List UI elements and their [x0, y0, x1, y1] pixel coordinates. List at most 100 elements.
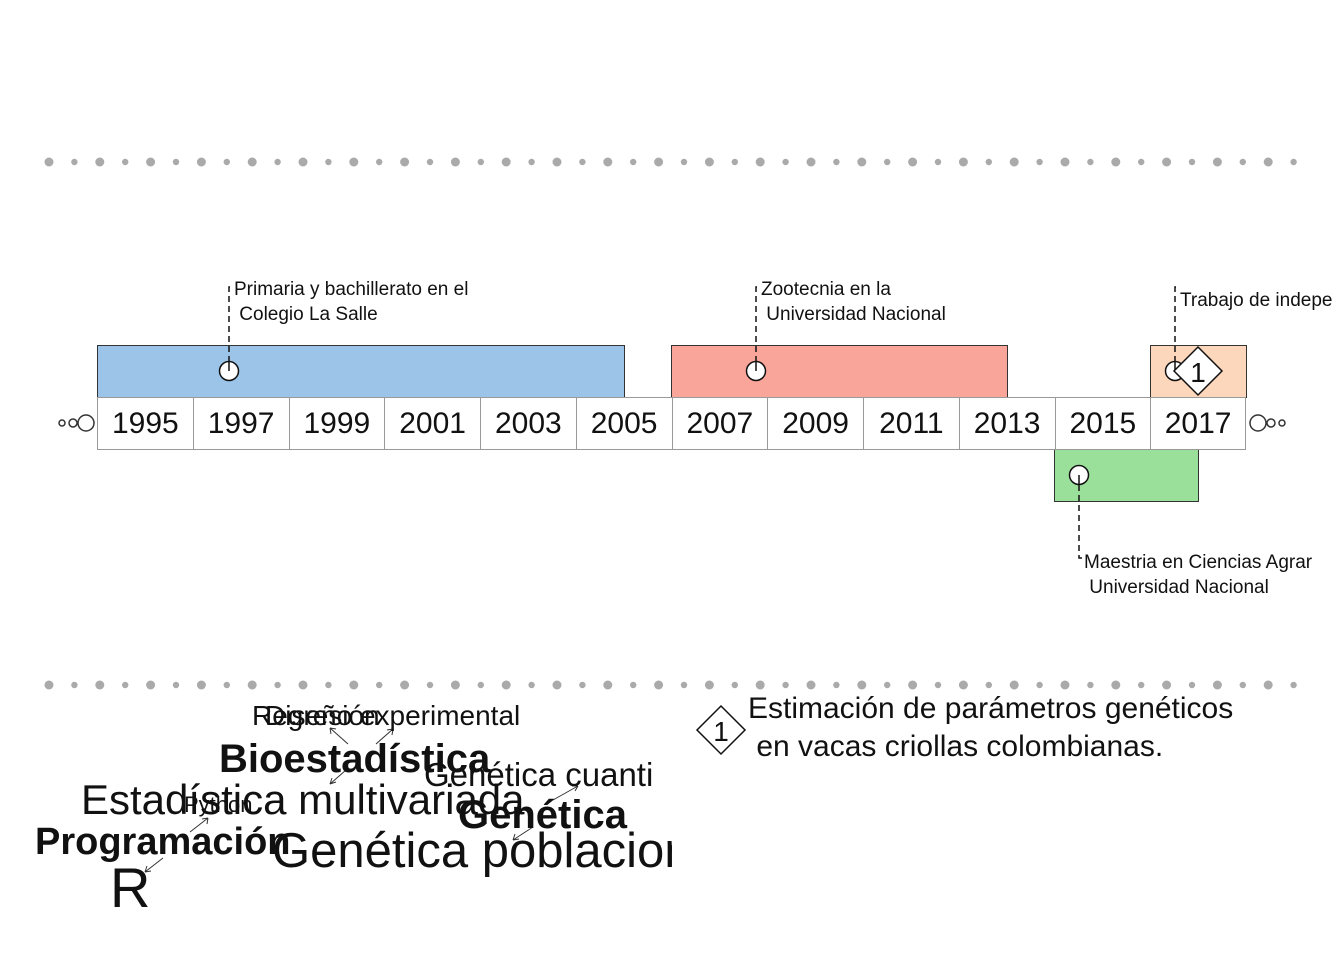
word-r: R [110, 856, 151, 919]
year-label: 1999 [288, 397, 385, 450]
event-bar-masters [1054, 449, 1199, 502]
separator-dot [654, 157, 664, 167]
separator-dot [806, 157, 816, 167]
separator-dot [1239, 158, 1247, 166]
year-label: 2017 [1150, 397, 1246, 450]
separator-dot [122, 158, 129, 166]
year-label: 2013 [958, 397, 1055, 450]
word-bioestadistica: Bioestadística [219, 737, 491, 781]
separator-dot [1188, 681, 1196, 689]
separator-dot [1009, 157, 1019, 167]
separator-dot [400, 680, 410, 690]
separator-dot [1036, 158, 1043, 166]
year-label: 2009 [767, 397, 863, 450]
separator-dot [782, 681, 789, 689]
separator-dot [552, 157, 562, 167]
separator-dot [1162, 680, 1172, 690]
event-label-undergrad: Zootecnia en la Universidad Nacional [761, 279, 946, 325]
separator-dot [603, 680, 613, 690]
separator-dot [782, 158, 789, 166]
skills-wordcloud: Regresión Diseño experimental Bioestadís… [0, 695, 672, 935]
year-label: 2003 [480, 397, 576, 450]
word-genetica: Genética [458, 793, 627, 837]
separator-dot [298, 680, 308, 690]
separator-dot [579, 158, 586, 166]
separator-dot [857, 680, 867, 690]
word-estadistica-multivariada: Estadística multivariada [81, 776, 525, 823]
separator-dot [223, 158, 230, 166]
separator-dot [172, 158, 180, 166]
year-label: 2015 [1054, 397, 1151, 450]
year-label: 2005 [575, 397, 672, 450]
separator-dot [833, 158, 840, 166]
separator-dot [501, 157, 511, 167]
separator-dot [1290, 681, 1297, 689]
separator-dot [274, 158, 281, 166]
year-label: 1997 [192, 397, 289, 450]
event-bar-undergrad [671, 345, 1008, 398]
separator-dot [95, 680, 105, 690]
year-label: 2011 [863, 397, 959, 450]
separator-dot [1212, 680, 1222, 690]
separator-dot [908, 680, 918, 690]
separator-dot [552, 680, 562, 690]
separator-dot [934, 158, 942, 166]
separator-dot [44, 680, 54, 690]
event-label-work: Trabajo de indepe [1180, 290, 1333, 311]
top-dotted-separator [44, 157, 1297, 167]
event-label-masters: Maestria en Ciencias Agrar Universidad N… [1084, 552, 1313, 598]
legend-description: Estimación de parámetros genéticos en va… [748, 692, 1234, 763]
separator-dot [1087, 158, 1094, 166]
separator-dot [1290, 158, 1297, 166]
separator-dot [731, 681, 738, 689]
separator-dot [376, 158, 383, 166]
separator-dot [755, 157, 765, 167]
separator-dot [630, 681, 637, 689]
separator-dot [146, 680, 156, 690]
separator-dot [958, 680, 968, 690]
separator-dot [654, 680, 664, 690]
separator-dot [450, 157, 460, 167]
year-label: 1995 [97, 397, 193, 450]
separator-dot [1111, 157, 1121, 167]
event-bar-work [1150, 345, 1247, 398]
separator-dot [1138, 158, 1145, 166]
separator-dot [44, 157, 54, 167]
word-genetica-poblacional: Genética poblacion [272, 824, 672, 878]
event-label-school: Primaria y bachillerato en el Colegio La… [234, 279, 469, 325]
separator-dot [528, 158, 535, 166]
separator-dot [680, 681, 688, 689]
separator-dot [450, 680, 460, 690]
legend-marker-number: 1 [713, 716, 729, 747]
separator-dot [196, 157, 206, 167]
separator-dot [1239, 681, 1247, 689]
separator-dot [884, 681, 891, 689]
separator-dot [603, 157, 613, 167]
separator-dot [1060, 680, 1070, 690]
separator-dot [630, 158, 637, 166]
separator-dot [1263, 680, 1273, 690]
separator-dot [704, 680, 714, 690]
separator-dot [1263, 157, 1273, 167]
separator-dot [731, 158, 738, 166]
axis-end-cap [1249, 414, 1286, 432]
separator-dot [579, 681, 586, 689]
word-python: Python [184, 792, 253, 817]
separator-dot [528, 681, 535, 689]
separator-dot [349, 157, 359, 167]
separator-dot [247, 680, 257, 690]
separator-dot [349, 680, 359, 690]
separator-dot [908, 157, 918, 167]
axis-start-cap [58, 414, 95, 432]
separator-dot [426, 681, 434, 689]
separator-dot [325, 681, 332, 689]
separator-dot [958, 157, 968, 167]
separator-dot [680, 158, 688, 166]
separator-dot [477, 158, 484, 166]
separator-dot [247, 157, 257, 167]
separator-dot [325, 158, 332, 166]
separator-dot [501, 680, 511, 690]
separator-dot [985, 158, 992, 166]
separator-dot [1111, 680, 1121, 690]
separator-dot [1188, 158, 1196, 166]
